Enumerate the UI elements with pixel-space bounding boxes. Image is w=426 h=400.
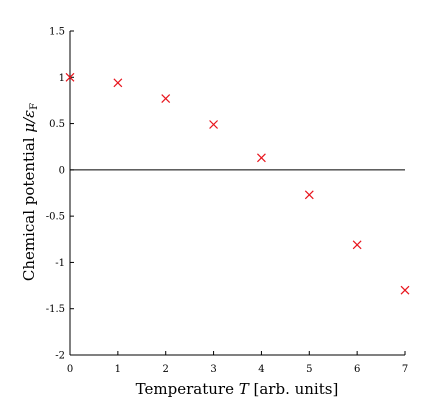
- y-tick-label: -0.5: [46, 212, 65, 223]
- data-point-stroke: [400, 285, 410, 295]
- y-tick-label: 1.5: [49, 27, 65, 38]
- data-point-stroke: [65, 72, 75, 82]
- y-tick-label: -2: [55, 351, 65, 362]
- data-point: [161, 94, 171, 104]
- y-tick-label: -1.5: [46, 304, 65, 315]
- data-point: [304, 190, 314, 200]
- data-point: [400, 285, 410, 295]
- x-tick-label: 1: [115, 364, 121, 375]
- data-point-stroke: [113, 78, 123, 88]
- y-tick-label: 0.5: [49, 119, 65, 130]
- data-point-stroke: [257, 153, 266, 163]
- data-point-stroke: [352, 240, 362, 250]
- x-tick-label: 5: [306, 364, 312, 375]
- y-tick-label: 1: [59, 73, 65, 84]
- y-tick-label: -1: [55, 258, 65, 269]
- data-point: [209, 120, 218, 129]
- y-axis-ticks: -2 -1.5 -1 -0.5 0 0.5 1 1.5: [46, 27, 74, 362]
- x-tick-label: 7: [402, 364, 408, 375]
- x-tick-label: 6: [354, 364, 360, 375]
- data-point: [113, 78, 123, 88]
- data-point-stroke: [161, 94, 171, 104]
- data-point: [257, 153, 266, 163]
- x-tick-label: 4: [258, 364, 264, 375]
- y-tick-label: 0: [59, 165, 65, 176]
- plot-axes: [69, 31, 405, 356]
- x-tick-label: 0: [67, 364, 73, 375]
- data-point: [352, 240, 362, 250]
- x-tick-label: 3: [210, 364, 216, 375]
- x-axis-label: Temperature T [arb. units]: [136, 380, 339, 398]
- data-point-stroke: [209, 120, 218, 129]
- data-point: [65, 72, 75, 82]
- x-tick-label: 2: [163, 364, 169, 375]
- data-points: [65, 72, 410, 295]
- data-point-stroke: [304, 190, 314, 200]
- y-axis-label: Chemical potential μ/εF: [20, 103, 40, 281]
- x-axis-ticks: 0 1 2 3 4 5 6 7: [67, 351, 408, 375]
